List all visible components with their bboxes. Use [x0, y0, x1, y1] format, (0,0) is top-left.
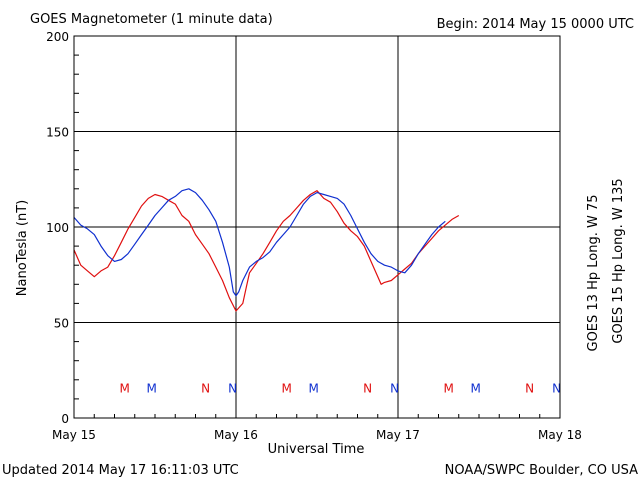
midnight-marker: M — [443, 381, 453, 395]
midnight-marker: M — [119, 381, 129, 395]
legend-series-goes15: GOES 15 Hp Long. W 135 — [611, 178, 626, 343]
x-tick-label: May 15 — [52, 428, 96, 442]
midnight-marker: M — [281, 381, 291, 395]
x-tick-label: May 16 — [214, 428, 258, 442]
y-axis-ticks: 0 50 100 150 200 — [46, 30, 79, 426]
noon-marker: N — [552, 381, 561, 395]
chart-title: GOES Magnetometer (1 minute data) — [30, 12, 273, 27]
grid — [74, 36, 560, 418]
y-tick-label: 150 — [46, 126, 69, 140]
y-axis-label: NanoTesla (nT) — [15, 200, 30, 296]
noon-marker: N — [390, 381, 399, 395]
y-tick-label: 200 — [46, 30, 69, 44]
midnight-marker: M — [146, 381, 156, 395]
x-tick-label: May 17 — [376, 428, 420, 442]
source-credit: NOAA/SWPC Boulder, CO USA — [445, 463, 638, 478]
series-lines — [73, 188, 460, 312]
updated-timestamp: Updated 2014 May 17 16:11:03 UTC — [2, 463, 239, 478]
midnight-marker: M — [308, 381, 318, 395]
x-tick-label: May 18 — [538, 428, 582, 442]
x-axis-label: Universal Time — [268, 442, 365, 457]
noon-marker: N — [201, 381, 210, 395]
series-line-goes13 — [73, 190, 460, 312]
legend-series-goes13: GOES 13 Hp Long. W 75 — [586, 195, 601, 352]
noon-marker: N — [228, 381, 237, 395]
series-line-goes15 — [73, 188, 446, 297]
midnight-marker: M — [470, 381, 480, 395]
y-tick-label: 50 — [54, 317, 69, 331]
begin-time-label: Begin: 2014 May 15 0000 UTC — [437, 17, 634, 32]
y-tick-label: 0 — [61, 412, 69, 426]
noon-marker: N — [525, 381, 534, 395]
y-tick-label: 100 — [46, 221, 69, 235]
noon-marker: N — [363, 381, 372, 395]
x-axis-ticks: May 15 May 16 May 17 May 18 — [52, 414, 582, 442]
